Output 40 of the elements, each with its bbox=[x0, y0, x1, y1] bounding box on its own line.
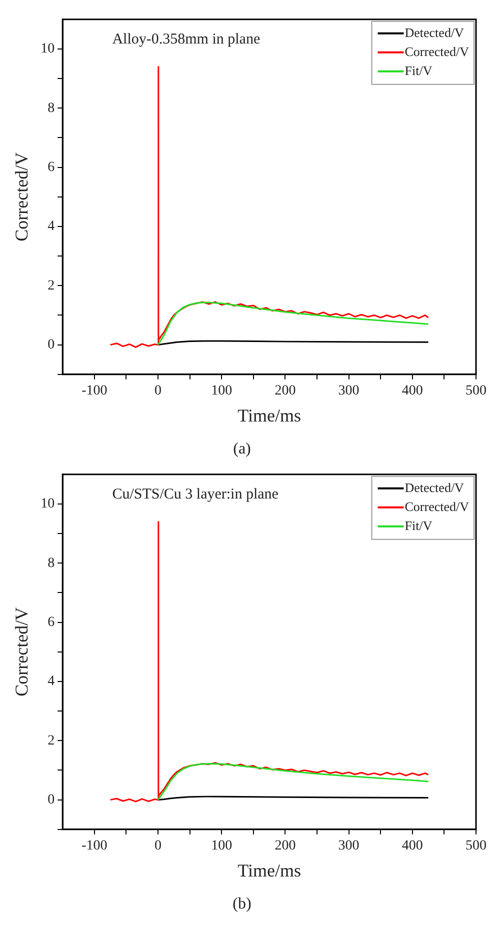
y-tick-label: 6 bbox=[48, 160, 55, 175]
x-tick-label: 100 bbox=[211, 383, 232, 398]
x-axis-title: Time/ms bbox=[238, 860, 301, 881]
y-axis-title: Corrected/V bbox=[12, 607, 32, 696]
y-tick-label: 6 bbox=[48, 614, 55, 630]
x-tick-label: 200 bbox=[274, 383, 296, 398]
text: (b) bbox=[232, 896, 252, 913]
y-tick-label: 0 bbox=[48, 792, 55, 808]
x-tick-label: 0 bbox=[154, 838, 162, 854]
y-axis-title: Corrected/V bbox=[12, 152, 32, 242]
legend-label: Detected/V bbox=[404, 480, 465, 495]
legend-label: Fit/V bbox=[404, 518, 433, 533]
y-tick-label: 2 bbox=[48, 733, 55, 748]
x-tick-label: 300 bbox=[338, 383, 360, 398]
y-tick-label: 4 bbox=[48, 219, 55, 234]
x-tick-label: 400 bbox=[402, 383, 423, 398]
y-tick-label: 8 bbox=[48, 556, 55, 571]
legend-label: Corrected/V bbox=[404, 498, 470, 514]
x-tick-label: 0 bbox=[154, 383, 162, 398]
y-tick-label: 8 bbox=[48, 100, 55, 116]
x-tick-label: 500 bbox=[466, 838, 486, 854]
annotation: Cu/STS/Cu 3 layer:in plane bbox=[112, 486, 279, 502]
y-tick-label: 10 bbox=[40, 42, 55, 57]
x-tick-label: 200 bbox=[274, 838, 296, 854]
x-tick-label: 300 bbox=[338, 838, 360, 854]
x-tick-label: 400 bbox=[402, 838, 423, 854]
x-tick-label: -100 bbox=[82, 838, 108, 854]
y-tick-label: 0 bbox=[48, 337, 55, 352]
y-tick-label: 10 bbox=[40, 496, 55, 512]
legend-label: Corrected/V bbox=[404, 44, 470, 59]
x-tick-label: 100 bbox=[211, 838, 232, 854]
x-tick-label: 500 bbox=[466, 383, 486, 398]
y-tick-label: 2 bbox=[48, 278, 55, 294]
annotation: Alloy-0.358mm in plane bbox=[112, 31, 260, 48]
legend-label: Detected/V bbox=[404, 24, 465, 40]
legend-label: Fit/V bbox=[404, 62, 433, 78]
y-tick-label: 4 bbox=[48, 674, 55, 690]
x-tick-label: -100 bbox=[82, 383, 108, 398]
x-axis-title: Time/ms bbox=[238, 406, 301, 426]
text: (a) bbox=[233, 440, 251, 458]
